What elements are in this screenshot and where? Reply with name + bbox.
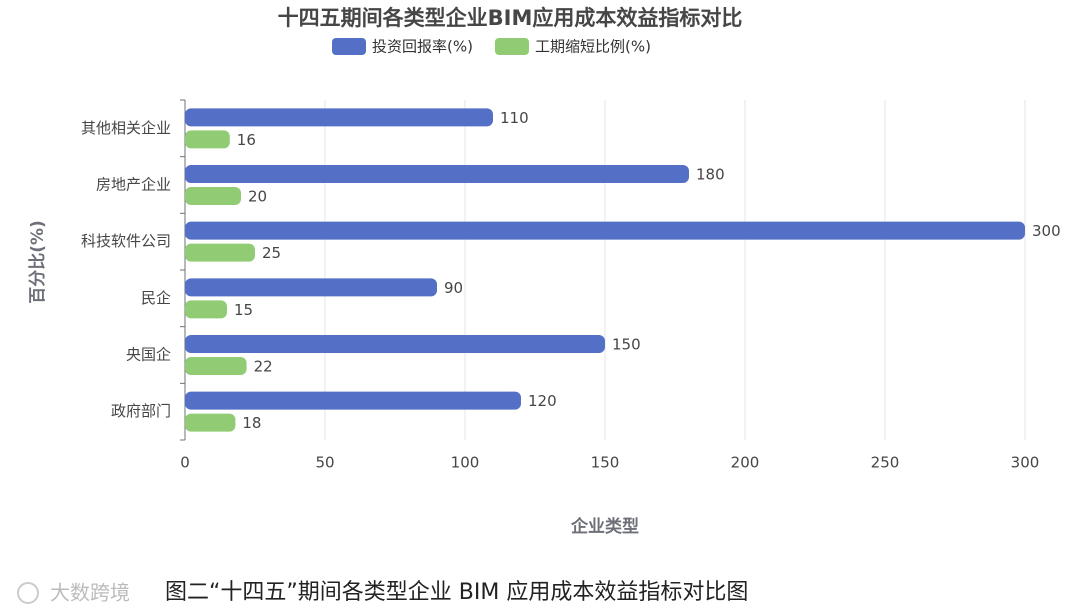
x-tick-label: 300 [1011, 454, 1040, 472]
caption: 图二“十四五”期间各类型企业 BIM 应用成本效益指标对比图 [165, 580, 748, 605]
data-label: 90 [444, 279, 463, 297]
bar [185, 357, 247, 375]
bar [185, 278, 437, 297]
legend-label: 投资回报率(%) [372, 38, 473, 56]
y-tick-label: 其他相关企业 [81, 119, 171, 137]
bar [185, 335, 605, 353]
data-label: 20 [248, 188, 267, 206]
x-tick-label: 100 [451, 454, 480, 472]
watermark-icon [17, 582, 39, 604]
data-label: 150 [612, 336, 641, 354]
bar [185, 300, 227, 319]
data-label: 22 [254, 358, 273, 376]
y-tick-label: 央国企 [126, 346, 171, 364]
bar [185, 391, 521, 410]
y-tick-label: 民企 [141, 289, 171, 307]
watermark: 大数跨境 [50, 581, 130, 605]
bar [185, 165, 689, 183]
x-tick-label: 250 [871, 454, 900, 472]
legend-swatch [332, 38, 366, 55]
data-label: 120 [528, 392, 557, 410]
legend-swatch [494, 38, 529, 55]
y-tick-label: 科技软件公司 [81, 232, 171, 250]
y-tick-label: 房地产企业 [96, 176, 171, 194]
data-label: 25 [262, 244, 281, 262]
y-axis-label: 百分比(%) [27, 220, 48, 304]
x-tick-label: 150 [591, 454, 620, 472]
bar [185, 108, 493, 127]
legend-label: 工期缩短比例(%) [535, 38, 651, 56]
x-tick-label: 0 [180, 454, 190, 472]
data-label: 15 [234, 301, 253, 319]
data-label: 16 [237, 131, 256, 149]
x-tick-label: 50 [315, 454, 334, 472]
data-label: 300 [1032, 222, 1061, 240]
bar [185, 413, 236, 432]
data-label: 110 [500, 109, 529, 127]
data-label: 18 [242, 414, 261, 432]
bar [185, 187, 241, 205]
data-label: 180 [696, 166, 725, 184]
x-tick-label: 200 [731, 454, 760, 472]
chart-title: 十四五期间各类型企业BIM应用成本效益指标对比 [278, 6, 743, 30]
x-axis-label: 企业类型 [570, 516, 639, 537]
bar [185, 130, 230, 149]
y-tick-label: 政府部门 [111, 402, 171, 420]
bar [185, 243, 255, 262]
bar [185, 221, 1025, 240]
